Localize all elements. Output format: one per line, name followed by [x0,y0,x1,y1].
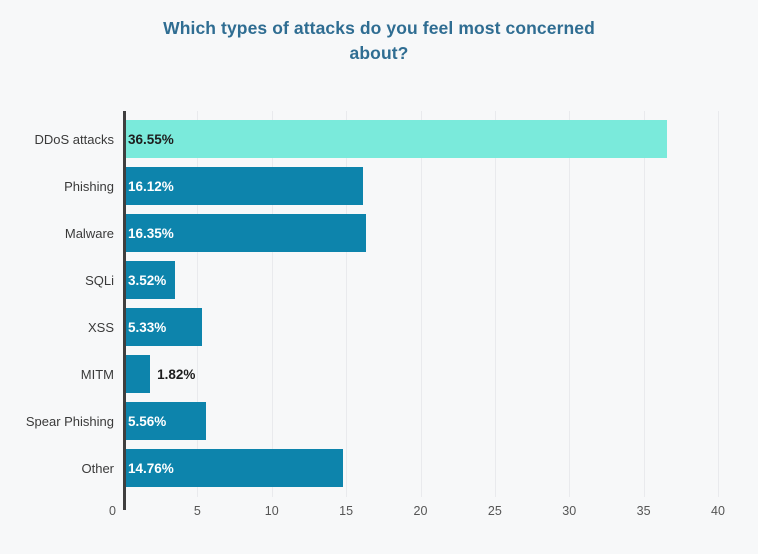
x-tick-label: 25 [487,503,502,518]
value-label: 3.52% [128,272,167,288]
gridlines [123,110,719,497]
x-tick-label: 0 [109,503,116,518]
x-tick-label: 10 [264,503,279,518]
category-label: DDoS attacks [34,131,114,147]
bar-row: 14.76% [123,445,718,492]
gridline [569,110,571,497]
category-label: MITM [80,366,114,382]
y-axis-line [123,110,126,510]
bar: 5.56% [123,402,206,441]
bar: 3.52% [123,261,176,300]
bar: 5.33% [123,308,203,347]
x-tick-label: 35 [636,503,651,518]
bar-chart: DDoS attacks Phishing Malware SQLi XSS MITM Sp… [0,110,725,523]
x-tick-label: 20 [413,503,428,518]
bars-container: 36.55% 16.12% 16.35% 3.52% 5.33% 1.82% 5.56% 14… [123,111,718,497]
category-label: Spear Phishing [25,413,114,429]
gridline [718,110,719,497]
bar-row: 1.82% [123,351,718,398]
bar: 36.55% [123,120,667,159]
x-axis: 0 5 10 15 20 25 30 35 40 [109,497,725,523]
category-label: SQLi [85,272,114,288]
gridline [346,110,348,497]
bar-row: 5.56% [123,398,718,445]
x-tick-label: 5 [193,503,201,518]
value-label: 36.55% [128,131,174,147]
value-label: 16.35% [128,225,174,241]
plot-area: 36.55% 16.12% 16.35% 3.52% 5.33% 1.82% 5.56% 14… [123,110,719,510]
gridline [197,110,199,497]
category-label: Malware [64,225,114,241]
value-label: 5.33% [128,319,167,335]
bar-row: 16.35% [123,210,718,257]
gridline [494,110,496,497]
bar [123,355,151,394]
chart-title: Which types of attacks do you feel most … [163,18,595,64]
bar: 16.12% [123,167,363,206]
y-axis-labels: DDoS attacks Phishing Malware SQLi XSS MITM Sp… [0,111,123,497]
bar-row: 16.12% [123,163,718,210]
value-label: 14.76% [128,460,174,476]
bar-row: 3.52% [123,257,718,304]
bar: 16.35% [123,214,367,253]
category-label: Other [81,460,114,476]
gridline [420,110,422,497]
x-tick-label: 15 [339,503,354,518]
gridline [643,110,645,497]
bar: 14.76% [123,449,343,488]
value-label: 5.56% [128,413,167,429]
category-label: Phishing [64,178,114,194]
value-label: 1.82% [157,366,196,382]
report-page: Which types of attacks do you feel most … [0,16,758,554]
x-tick-label: 30 [562,503,577,518]
value-label: 16.12% [128,178,174,194]
x-tick-label: 40 [711,503,725,518]
gridline [271,110,273,497]
bar-row: 5.33% [123,304,718,351]
bar-row: 36.55% [123,116,718,163]
category-label: XSS [87,319,114,335]
